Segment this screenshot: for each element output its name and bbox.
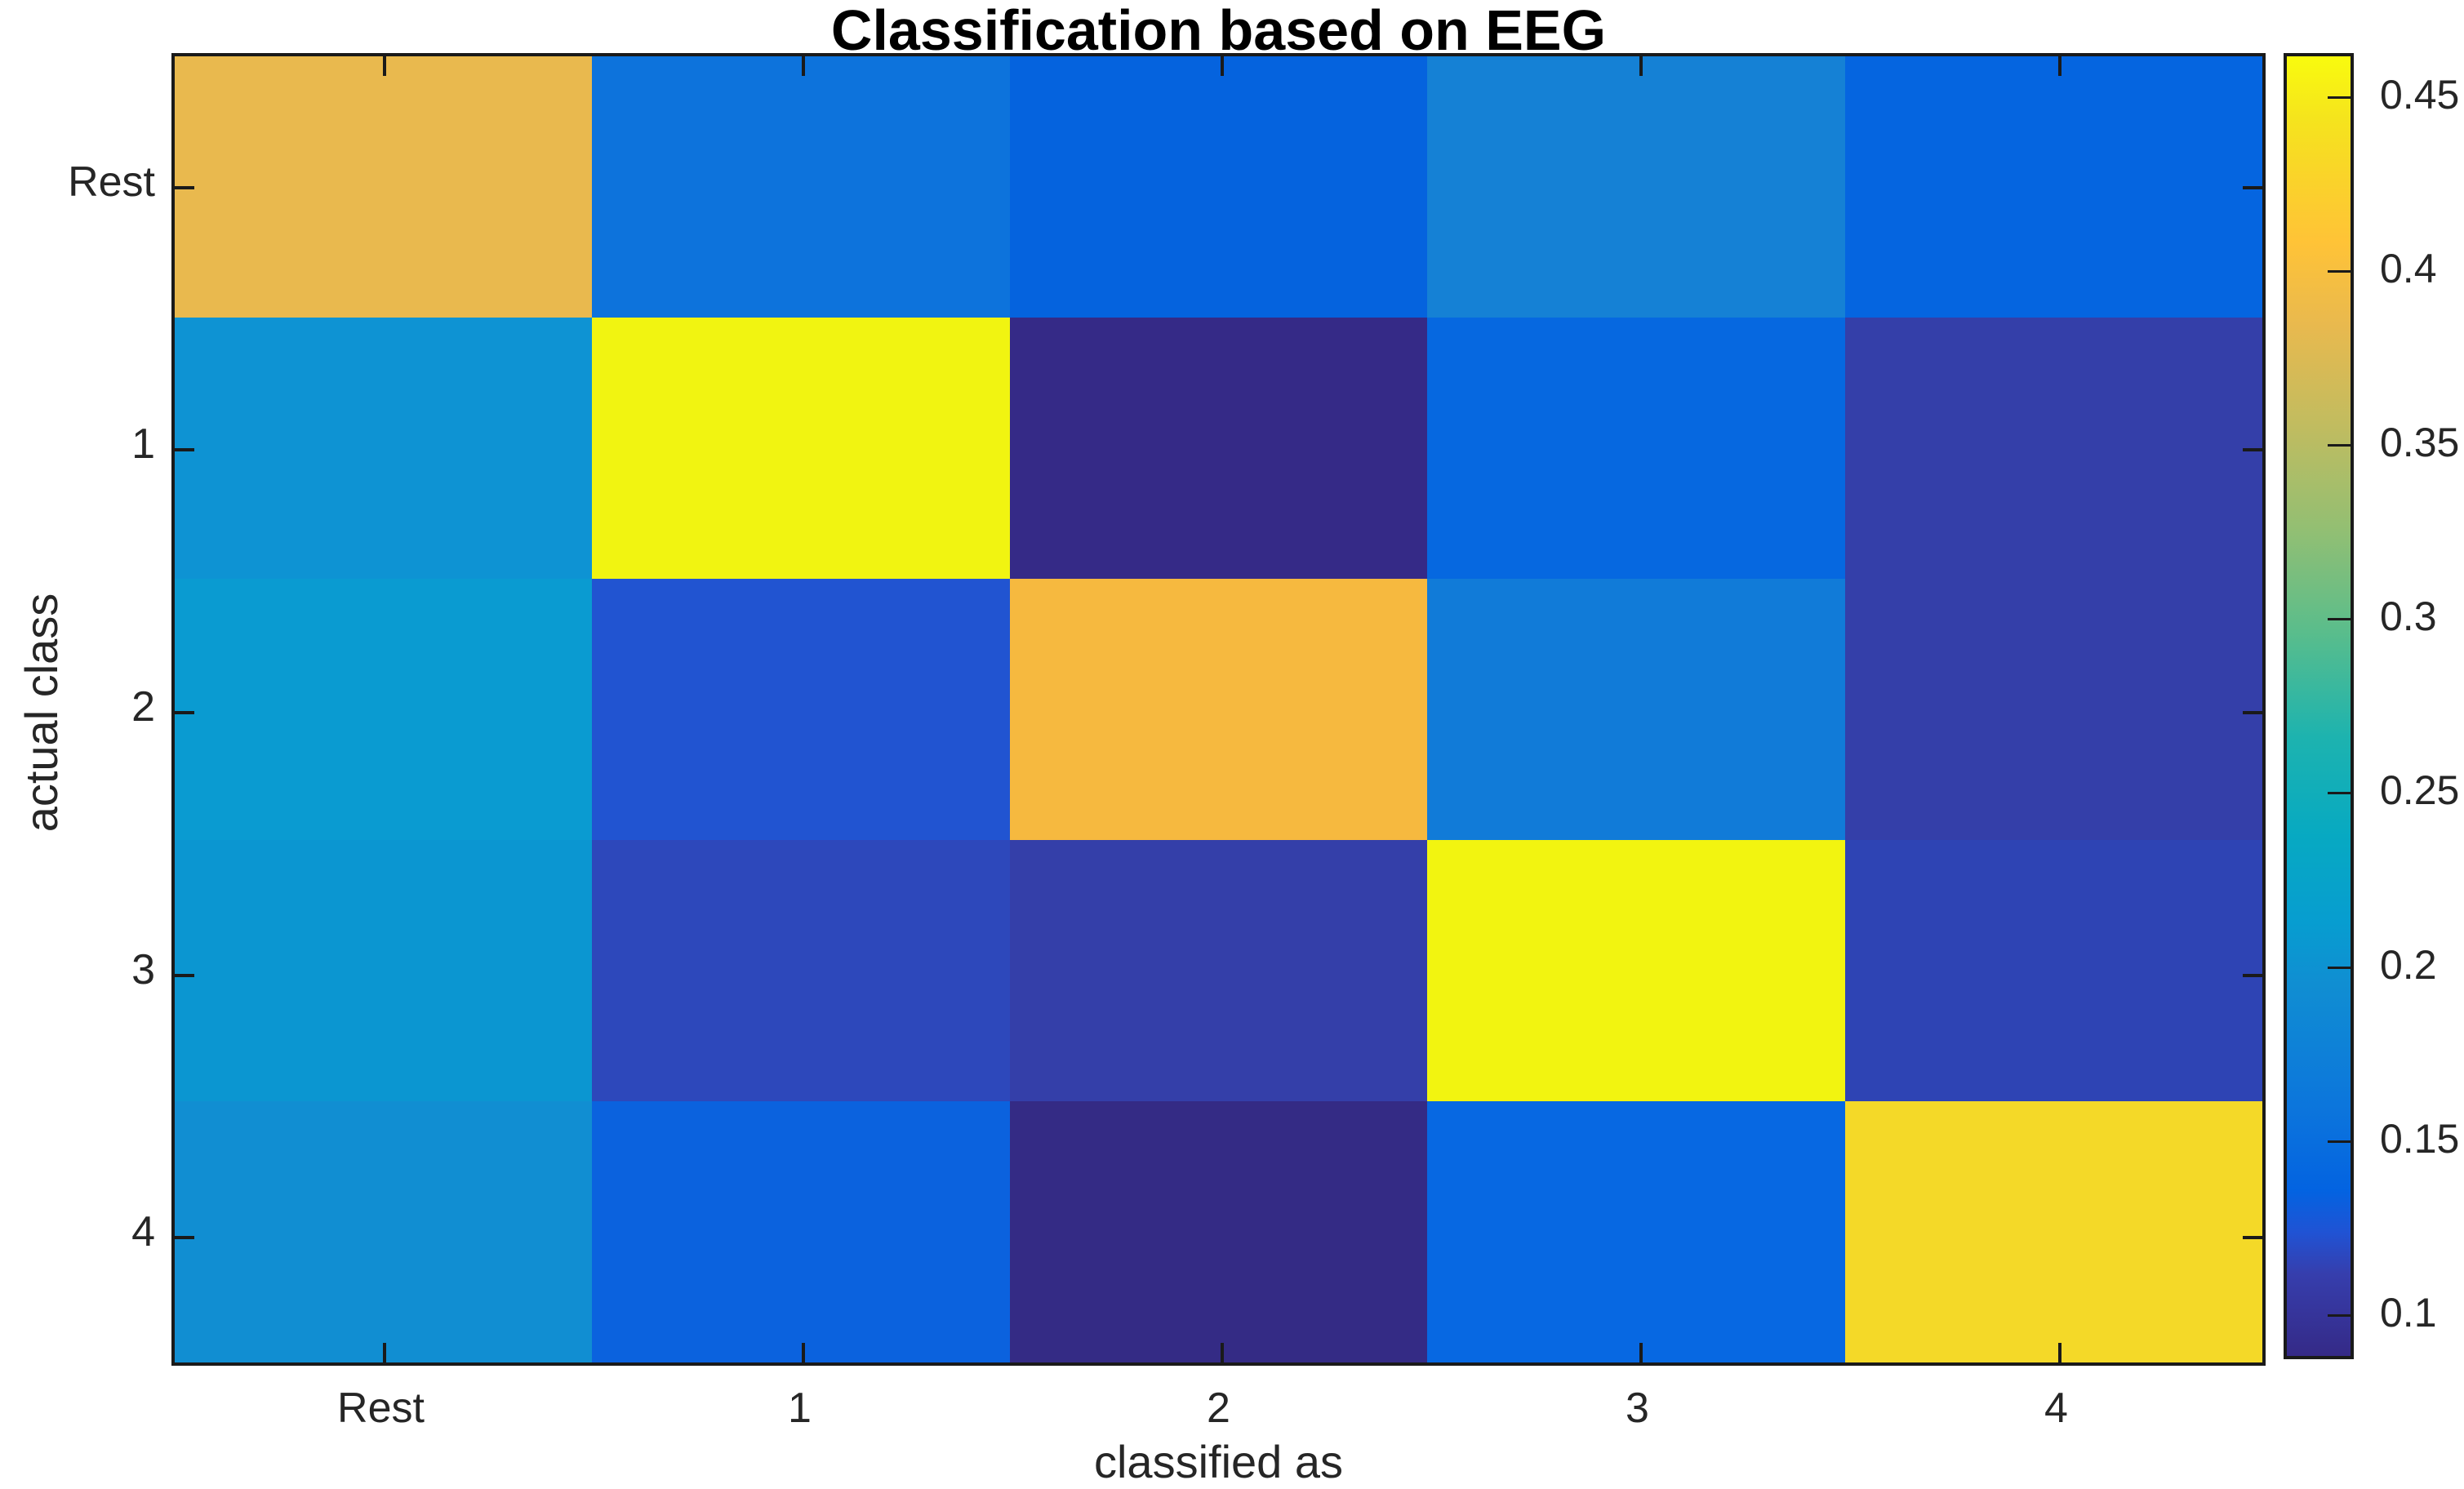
tick-mark bbox=[802, 1343, 805, 1362]
tick-mark bbox=[383, 1343, 386, 1362]
heatmap-cell bbox=[1009, 318, 1428, 579]
heatmap-cell bbox=[1844, 318, 2262, 579]
x-tick-label: 4 bbox=[2044, 1385, 2068, 1432]
tick-mark bbox=[175, 186, 194, 189]
heatmap-cell bbox=[1427, 318, 1845, 579]
heatmap-cell bbox=[175, 579, 593, 840]
heatmap-cell bbox=[1009, 840, 1428, 1101]
tick-mark bbox=[2058, 1343, 2061, 1362]
heatmap-cell bbox=[175, 1101, 593, 1362]
heatmap-cell bbox=[1844, 840, 2262, 1101]
tick-mark bbox=[175, 1236, 194, 1239]
tick-mark bbox=[175, 974, 194, 977]
heatmap-cell bbox=[592, 840, 1010, 1101]
heatmap-cell bbox=[175, 318, 593, 579]
heatmap-cell bbox=[175, 840, 593, 1101]
heatmap-cell bbox=[1844, 579, 2262, 840]
chart-title: Classification based on EEG bbox=[830, 0, 1607, 62]
heatmap-cell bbox=[1427, 579, 1845, 840]
plot-area bbox=[171, 53, 2266, 1366]
colorbar-tick-label: 0.15 bbox=[2380, 1116, 2460, 1162]
tick-mark bbox=[383, 56, 386, 76]
colorbar-tick-label: 0.1 bbox=[2380, 1290, 2437, 1336]
y-tick-label: 1 bbox=[131, 420, 155, 469]
tick-mark bbox=[2243, 711, 2262, 714]
colorbar-tick-label: 0.4 bbox=[2380, 246, 2437, 291]
tick-mark bbox=[1639, 1343, 1643, 1362]
colorbar-tick-label: 0.25 bbox=[2380, 767, 2460, 813]
heatmap-cell bbox=[175, 56, 593, 318]
y-tick-label: 2 bbox=[131, 683, 155, 731]
colorbar-tick-label: 0.3 bbox=[2380, 593, 2437, 639]
x-tick-label: 1 bbox=[788, 1385, 812, 1432]
heatmap-cell bbox=[592, 318, 1010, 579]
colorbar-tick-label: 0.35 bbox=[2380, 420, 2460, 465]
tick-mark bbox=[2058, 56, 2061, 76]
tick-mark bbox=[175, 448, 194, 451]
x-tick-label: 2 bbox=[1207, 1385, 1230, 1432]
colorbar-tick-mark bbox=[2328, 96, 2351, 99]
y-axis-label: actual class bbox=[16, 593, 67, 833]
heatmap-cell bbox=[1009, 1101, 1428, 1362]
x-tick-label: 3 bbox=[1626, 1385, 1649, 1432]
tick-mark bbox=[2243, 448, 2262, 451]
colorbar-tick-mark bbox=[2328, 270, 2351, 273]
heatmap-cell bbox=[1009, 56, 1428, 318]
heatmap-cell bbox=[1427, 1101, 1845, 1362]
heatmap-cell bbox=[1844, 56, 2262, 318]
x-axis-label: classified as bbox=[1093, 1436, 1344, 1487]
colorbar bbox=[2284, 53, 2354, 1359]
tick-mark bbox=[1221, 56, 1224, 76]
y-tick-label: 3 bbox=[131, 945, 155, 993]
colorbar-tick-label: 0.2 bbox=[2380, 942, 2437, 988]
heatmap-cell bbox=[1427, 56, 1845, 318]
heatmap-cells bbox=[175, 56, 2262, 1362]
heatmap-cell bbox=[1009, 579, 1428, 840]
y-tick-label: 4 bbox=[131, 1208, 155, 1256]
tick-mark bbox=[802, 56, 805, 76]
colorbar-tick-mark bbox=[2328, 618, 2351, 620]
colorbar-tick-mark bbox=[2328, 1140, 2351, 1143]
heatmap-cell bbox=[1427, 840, 1845, 1101]
tick-mark bbox=[2243, 1236, 2262, 1239]
heatmap-cell bbox=[592, 1101, 1010, 1362]
y-tick-label: Rest bbox=[68, 158, 155, 206]
colorbar-tick-mark bbox=[2328, 792, 2351, 794]
heatmap-cell bbox=[592, 56, 1010, 318]
tick-mark bbox=[2243, 186, 2262, 189]
heatmap-cell bbox=[592, 579, 1010, 840]
tick-mark bbox=[2243, 974, 2262, 977]
colorbar-tick-label: 0.45 bbox=[2380, 72, 2460, 118]
x-tick-label: Rest bbox=[337, 1385, 425, 1432]
colorbar-tick-mark bbox=[2328, 444, 2351, 447]
colorbar-gradient bbox=[2287, 56, 2351, 1356]
tick-mark bbox=[1639, 56, 1643, 76]
tick-mark bbox=[1221, 1343, 1224, 1362]
tick-mark bbox=[175, 711, 194, 714]
colorbar-tick-mark bbox=[2328, 967, 2351, 969]
heatmap-cell bbox=[1844, 1101, 2262, 1362]
colorbar-tick-mark bbox=[2328, 1314, 2351, 1317]
